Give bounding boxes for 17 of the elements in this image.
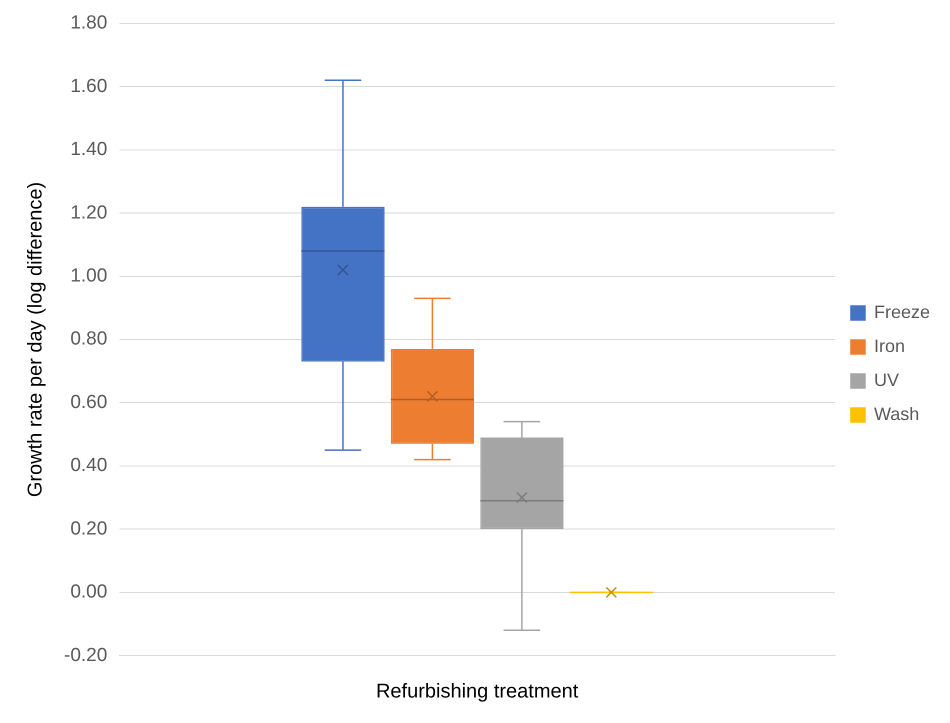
- y-tick-label: 1.00: [70, 266, 108, 287]
- y-tick-label: 0.60: [70, 392, 108, 413]
- y-tick-label: 0.80: [70, 328, 108, 350]
- y-tick-label: 0.40: [70, 455, 108, 476]
- y-axis-title: Growth rate per day (log difference): [24, 182, 47, 498]
- legend-label: Freeze: [874, 302, 930, 322]
- legend-label: Wash: [874, 404, 920, 424]
- y-tick-label: 0.20: [70, 518, 108, 540]
- y-tick-label: 1.40: [70, 139, 108, 160]
- legend-label: UV: [874, 370, 899, 390]
- y-tick-label: 0.00: [70, 582, 108, 603]
- y-tick-label: 1.20: [70, 202, 108, 224]
- y-tick-label: 1.60: [70, 76, 108, 97]
- y-tick-label: -0.20: [64, 644, 108, 666]
- legend-label: Iron: [874, 336, 906, 356]
- x-axis-title: Refurbishing treatment: [376, 680, 579, 703]
- y-tick-label: 1.80: [70, 12, 108, 34]
